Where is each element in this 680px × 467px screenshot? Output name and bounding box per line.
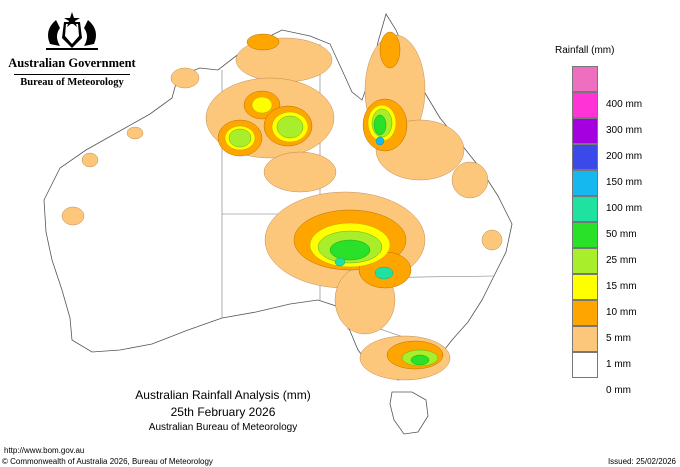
legend-swatch: [572, 352, 598, 378]
tasmania: [389, 391, 429, 435]
legend-swatch: [572, 326, 598, 352]
logo-divider: [14, 74, 130, 75]
government-name: Australian Government: [8, 56, 136, 70]
legend-swatch: [572, 274, 598, 300]
legend-swatch: [572, 170, 598, 196]
legend-label: 100 mm: [606, 203, 643, 214]
rainfall-25-50mm: [329, 114, 430, 366]
legend-swatch: [572, 300, 598, 326]
legend-title: Rainfall (mm): [555, 45, 615, 56]
issued-date: Issued: 25/02/2026: [607, 457, 676, 466]
copyright-notice: © Commonwealth of Australia 2026, Bureau…: [2, 457, 213, 466]
legend-swatch: [572, 248, 598, 274]
map-agency: Australian Bureau of Meteorology: [148, 422, 298, 433]
legend-label: 200 mm: [606, 151, 643, 162]
government-logo: Australian Government Bureau of Meteorol…: [8, 12, 136, 88]
legend-swatch: [572, 222, 598, 248]
rainfall-50-100mm: [334, 257, 394, 280]
map-title: Australian Rainfall Analysis (mm): [135, 388, 311, 402]
legend-label: 10 mm: [606, 307, 637, 318]
legend-label: 50 mm: [606, 229, 637, 240]
legend-swatch: [572, 92, 598, 118]
legend-swatch: [572, 196, 598, 222]
legend-swatch: [572, 66, 598, 92]
legend-label: 25 mm: [606, 255, 637, 266]
legend-swatch: [572, 144, 598, 170]
map-date: 25th February 2026: [170, 405, 276, 419]
map-title-block: Australian Rainfall Analysis (mm) 25th F…: [128, 388, 318, 433]
agency-name: Bureau of Meteorology: [20, 77, 124, 88]
legend-label: 15 mm: [606, 281, 637, 292]
website-link[interactable]: http://www.bom.gov.au: [4, 446, 85, 455]
legend-label: 5 mm: [606, 333, 631, 344]
rainfall-100-150mm: [375, 136, 385, 146]
legend-label: 1 mm: [606, 359, 631, 370]
legend-label: 400 mm: [606, 99, 643, 110]
legend-swatch: [572, 118, 598, 144]
legend-label: 0 mm: [606, 385, 631, 396]
coat-of-arms-space: [8, 12, 136, 54]
coat-of-arms-icon: [46, 12, 98, 50]
legend-label: 300 mm: [606, 125, 643, 136]
legend-label: 150 mm: [606, 177, 643, 188]
